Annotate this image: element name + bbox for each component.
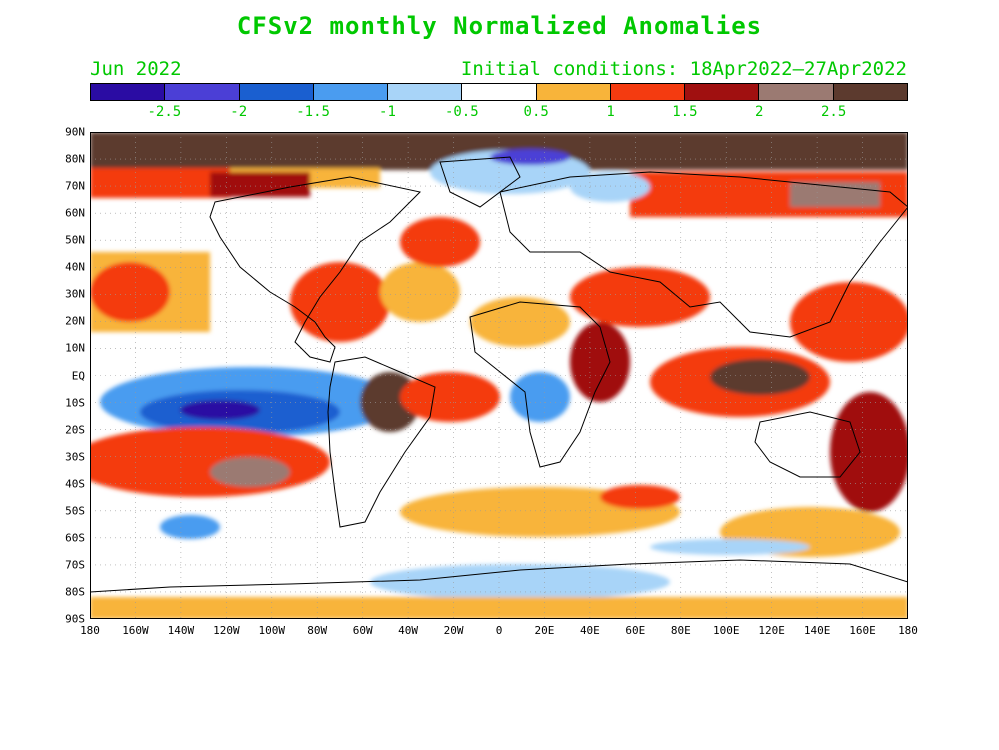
colorbar-segment [313,84,389,100]
colorbar [90,83,908,101]
map-frame [90,132,908,619]
longitude-label: 140E [803,624,831,637]
colorbar-segment [165,84,240,100]
antarctica-coast [90,559,908,593]
longitude-label: 120E [758,624,785,637]
colorbar-tick-label: -2.5 [147,104,182,120]
longitude-label: 60W [352,624,373,637]
longitude-label: 60E [625,624,646,637]
africa-coast [469,301,611,468]
longitude-label: 160E [849,624,876,637]
longitude-label: 40E [579,624,600,637]
longitude-label: 180 [898,624,918,637]
coastlines [90,156,908,593]
anomaly-map [90,132,908,619]
colorbar-segment [759,84,834,100]
longitude-label: 140W [167,624,195,637]
longitude-label: 40W [398,624,419,637]
colorbar-segment [388,84,463,100]
colorbar-tick-label: 2 [755,104,764,120]
latitude-label: EQ [71,369,85,382]
latitude-label: 10N [65,341,85,355]
north-america-coast [209,176,422,363]
latitude-label: 20S [65,423,85,437]
colorbar-tick-label: 1 [606,104,615,120]
latitude-label: 20N [65,314,85,328]
latitude-label: 40S [65,477,85,491]
eurasia-coast [499,171,908,338]
colorbar-labels: -2.5 -2 -1.5 -1 -0.5 0.5 1 1.5 2 2.5 [90,104,908,122]
longitude-label: 160W [122,624,149,637]
latitude-label: 90N [65,125,85,139]
south-america-coast [327,356,436,528]
map-gridlines [90,132,908,619]
australia-coast [754,411,861,478]
colorbar-segment [610,84,686,100]
longitude-label: 80W [307,624,328,637]
latitude-label: 70N [65,179,85,193]
longitude-label: 100E [712,624,740,637]
map-title: CFSv2 monthly Normalized Anomalies [236,12,763,40]
colorbar-tick-label: -1 [379,104,396,120]
colorbar-segment [536,84,611,100]
valid-month: Jun 2022 [90,58,182,80]
colorbar-segment [462,84,537,100]
longitude-label: 80E [670,624,691,637]
colorbar-segment [239,84,314,100]
latitude-label: 30S [65,450,85,464]
colorbar-segment [685,84,760,100]
longitude-label: 180 [80,624,100,637]
colorbar-tick-label: 0.5 [523,104,549,120]
latitude-label: 60N [65,206,85,220]
latitude-label: 60S [65,531,85,545]
initial-conditions: Initial conditions: 18Apr2022—27Apr2022 [460,58,907,80]
latitude-label: 30N [65,287,85,301]
latitude-label: 40N [65,260,85,274]
longitude-label: 20E [534,624,555,637]
colorbar-tick-label: -1.5 [296,104,330,120]
colorbar-tick-label: 1.5 [672,104,698,120]
latitude-label: 50N [65,233,85,247]
longitude-label: 120W [213,624,240,637]
latitude-label: 50S [65,504,85,518]
latitude-label: 70S [65,558,85,572]
colorbar-tick-label: -2 [230,104,248,120]
latitude-label: 80N [65,152,85,166]
colorbar-tick-label: 2.5 [820,104,847,120]
latitude-label: 10S [65,396,85,410]
colorbar-tick-label: -0.5 [444,104,479,120]
longitude-label: 20W [443,624,464,637]
longitude-label: 0 [495,624,503,637]
latitude-label: 80S [65,585,85,599]
longitude-label: 100W [258,624,286,637]
colorbar-segment [833,84,907,100]
anomaly-fields [90,132,908,619]
colorbar-segment [91,84,166,100]
latitude-label: 90S [65,612,85,626]
